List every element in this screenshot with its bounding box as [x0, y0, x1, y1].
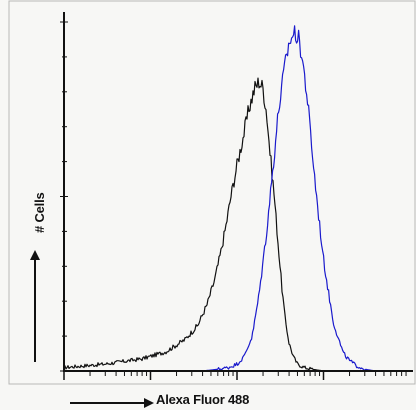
outer-border [8, 0, 416, 385]
histogram-series-1 [63, 77, 324, 372]
up-arrow-icon [30, 250, 40, 362]
right-arrow-icon [70, 398, 154, 408]
series-layer [63, 25, 376, 372]
histogram-series-2 [202, 25, 376, 372]
y-axis-title: # Cells [32, 192, 47, 233]
tick-marks [60, 21, 407, 380]
x-axis-title: Alexa Fluor 488 [156, 392, 250, 407]
